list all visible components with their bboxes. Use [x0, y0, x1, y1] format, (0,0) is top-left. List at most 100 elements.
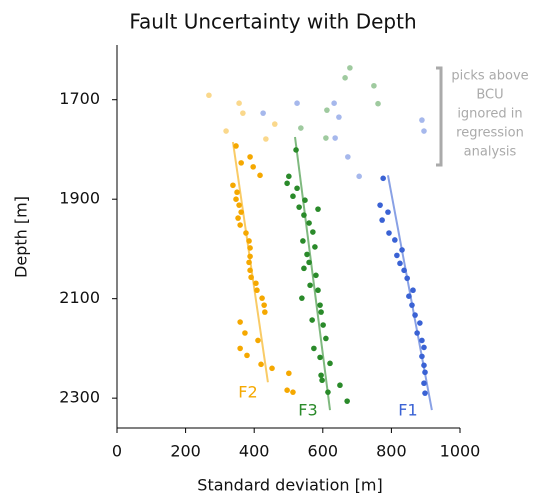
point	[259, 295, 265, 301]
point	[417, 320, 423, 326]
point	[235, 215, 241, 221]
point	[244, 352, 250, 359]
y-tick-label: 1700	[59, 89, 100, 108]
point	[234, 189, 240, 196]
point	[397, 260, 403, 267]
faded-point	[236, 100, 242, 106]
point	[300, 238, 306, 244]
annotation-text: regression	[456, 126, 524, 141]
point	[236, 202, 242, 208]
annotation-text: ignored in	[457, 107, 522, 122]
series-label: F3	[298, 401, 317, 420]
point	[237, 345, 243, 352]
x-tick-label: 800	[376, 442, 407, 461]
point	[290, 193, 296, 200]
y-axis-label: Depth [m]	[12, 196, 31, 278]
faded-point	[260, 110, 266, 116]
chart-title: Fault Uncertainty with Depth	[129, 10, 416, 34]
point	[379, 217, 385, 223]
point	[230, 182, 236, 189]
faded-point	[331, 100, 337, 106]
point	[307, 282, 313, 289]
faded-point	[324, 107, 330, 113]
point	[315, 287, 321, 294]
point	[311, 345, 317, 352]
point	[385, 209, 391, 215]
point	[377, 202, 383, 208]
point	[386, 230, 392, 236]
faded-point	[298, 125, 304, 131]
point	[323, 335, 329, 342]
point	[301, 265, 307, 272]
point	[317, 354, 323, 361]
point	[392, 237, 398, 243]
faded-point	[323, 135, 329, 141]
faded-point	[271, 121, 278, 127]
x-tick-label: 200	[170, 442, 201, 461]
point	[290, 389, 296, 395]
point	[422, 390, 428, 396]
faded-point	[375, 100, 381, 107]
point	[317, 302, 323, 308]
point	[421, 344, 427, 351]
point	[312, 244, 318, 250]
point	[284, 180, 290, 187]
annotation-text: picks above	[451, 69, 528, 84]
x-tick-label: 600	[308, 442, 339, 461]
faded-point	[332, 135, 338, 141]
y-tick-label: 2100	[59, 288, 100, 307]
point	[394, 252, 400, 259]
faded-point	[421, 128, 427, 134]
point	[262, 309, 268, 315]
faded-point	[240, 110, 246, 116]
point	[237, 319, 243, 325]
faded-point	[206, 92, 212, 99]
point	[257, 172, 263, 179]
x-tick-label: 400	[239, 442, 270, 461]
series-label: F1	[398, 401, 417, 420]
point	[294, 185, 300, 192]
faded-point	[342, 75, 348, 81]
annotation-text: BCU	[476, 88, 503, 103]
point	[315, 206, 321, 212]
regression-line	[231, 141, 269, 383]
point	[237, 222, 243, 228]
point	[261, 302, 267, 308]
annotation-text: analysis	[464, 145, 517, 160]
faded-point	[263, 136, 269, 142]
regression-line	[386, 175, 433, 411]
point	[247, 154, 253, 160]
point	[318, 309, 324, 315]
point	[304, 251, 310, 258]
point	[337, 382, 343, 389]
point	[296, 204, 302, 210]
point	[313, 272, 319, 279]
point	[255, 337, 261, 344]
point	[269, 365, 275, 372]
point	[419, 337, 425, 344]
point	[284, 387, 290, 393]
point	[286, 173, 292, 180]
point	[319, 377, 325, 384]
point	[233, 196, 239, 202]
faded-point	[294, 100, 300, 106]
point	[309, 317, 315, 323]
series-label: F2	[238, 383, 257, 402]
faded-point	[347, 65, 353, 71]
point	[306, 220, 312, 226]
point	[327, 360, 333, 367]
x-tick-label: 1000	[440, 442, 481, 461]
y-tick-label: 2300	[59, 388, 100, 407]
faded-point	[356, 173, 362, 180]
annotation-bracket	[436, 66, 443, 167]
point	[250, 164, 256, 170]
faded-point	[419, 117, 425, 123]
point	[421, 380, 427, 387]
point	[310, 229, 316, 235]
faded-point	[336, 114, 342, 120]
point	[258, 361, 264, 368]
x-axis-label: Standard deviation [m]	[197, 476, 382, 495]
point	[238, 160, 244, 166]
point	[242, 330, 248, 336]
